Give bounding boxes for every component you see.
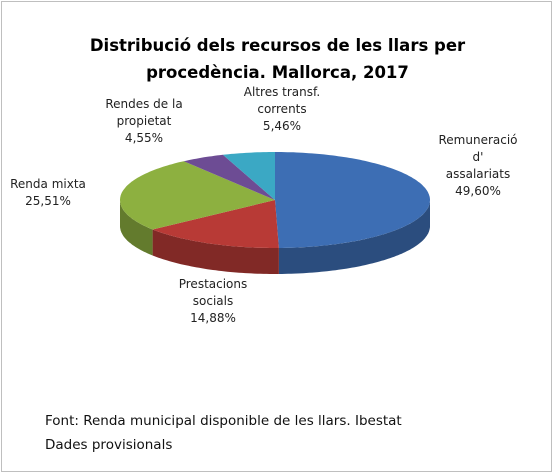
source-note: Font: Renda municipal disponible de les … bbox=[45, 413, 402, 429]
category-label: Remuneració d' assalariats bbox=[438, 133, 518, 181]
source-note: Dades provisionals bbox=[45, 437, 173, 453]
value-label: 49,60% bbox=[455, 184, 501, 198]
slice bbox=[152, 200, 279, 248]
slice-side bbox=[278, 200, 430, 274]
value-label: 25,51% bbox=[25, 194, 71, 208]
category-label: Renda mixta bbox=[10, 177, 86, 191]
category-label: Prestacions socials bbox=[178, 277, 248, 308]
value-label: 14,88% bbox=[190, 311, 236, 325]
slice bbox=[222, 152, 275, 200]
data-label: Remuneració d' assalariats 49,60% bbox=[438, 132, 517, 200]
data-label: Prestacions socials 14,88% bbox=[179, 276, 248, 327]
slice bbox=[275, 152, 430, 248]
data-label: Altres transf. corrents 5,46% bbox=[244, 84, 320, 135]
value-label: 5,46% bbox=[262, 119, 302, 133]
slice-side bbox=[120, 200, 153, 256]
slice bbox=[120, 161, 275, 230]
chart-title: Distribució dels recursos de les llars p… bbox=[89, 36, 466, 82]
data-label: Renda mixta 25,51% bbox=[10, 176, 86, 210]
slice-side bbox=[152, 229, 279, 274]
data-label: Rendes de la propietat 4,55% bbox=[105, 96, 182, 147]
value-label: 4,55% bbox=[124, 131, 164, 145]
slice bbox=[183, 154, 275, 200]
category-label: Altres transf. corrents bbox=[243, 85, 321, 116]
category-label: Rendes de la propietat bbox=[105, 97, 183, 128]
